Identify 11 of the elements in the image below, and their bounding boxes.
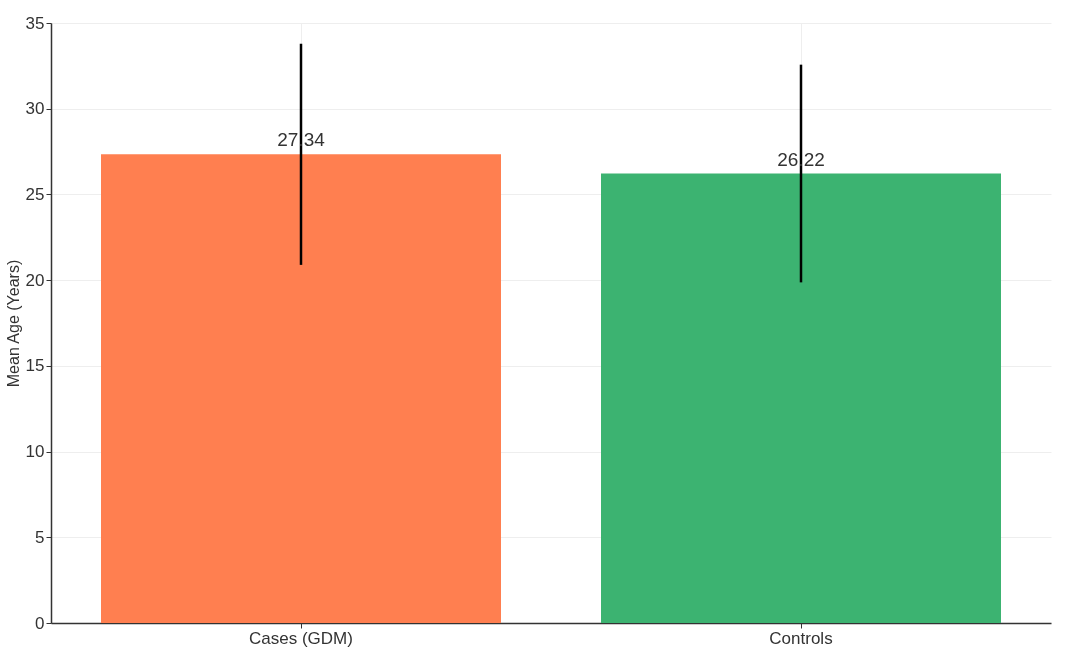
x-tick-label: Controls	[769, 628, 833, 648]
x-tick-label: Cases (GDM)	[249, 628, 353, 648]
y-tick-label: 15	[25, 356, 45, 376]
y-axis-title: Mean Age (Years)	[4, 259, 22, 388]
y-tick-label: 10	[25, 442, 45, 462]
y-tick-label: 5	[35, 527, 45, 547]
y-tick-label: 30	[25, 99, 45, 119]
y-tick-label: 25	[25, 184, 45, 204]
y-tick-label: 0	[35, 613, 45, 633]
y-tick-label: 20	[25, 270, 45, 290]
y-tick-label: 35	[25, 13, 45, 33]
